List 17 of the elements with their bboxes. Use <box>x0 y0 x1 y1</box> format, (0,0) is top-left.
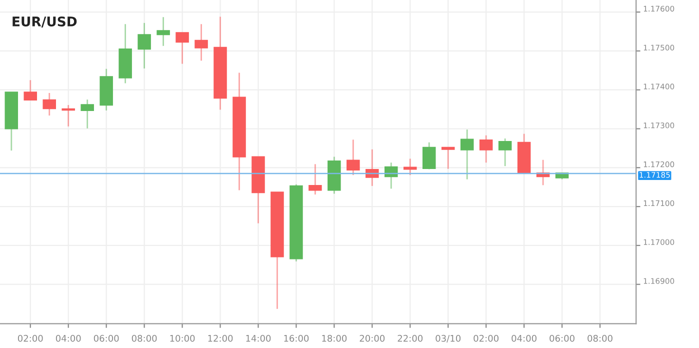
x-tick-label: 06:00 <box>94 334 119 342</box>
x-tick-label: 04:00 <box>512 334 536 342</box>
x-tick-label: 10:00 <box>170 334 195 342</box>
x-tick-label: 18:00 <box>322 334 347 342</box>
x-tick-label: 12:00 <box>208 334 233 342</box>
x-tick-label: 14:00 <box>246 334 271 342</box>
x-tick-label: 08:00 <box>132 334 157 342</box>
x-tick-label: 03/10 <box>436 334 461 342</box>
x-tick-label: 06:00 <box>550 334 574 342</box>
x-tick-label: 02:00 <box>18 334 43 342</box>
x-tick-label: 02:00 <box>474 334 498 342</box>
x-tick-label: 08:00 <box>588 334 612 342</box>
x-tick-label: 22:00 <box>398 334 423 342</box>
x-tick-label: 16:00 <box>284 334 309 342</box>
x-tick-label: 04:00 <box>56 334 81 342</box>
text: EUR/USD <box>12 16 77 28</box>
x-tick-label: 20:00 <box>360 334 385 342</box>
